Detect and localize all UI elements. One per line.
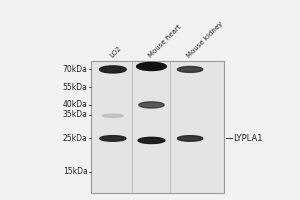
Text: LO2: LO2 bbox=[109, 45, 122, 59]
Ellipse shape bbox=[178, 136, 203, 141]
Text: 25kDa: 25kDa bbox=[63, 134, 88, 143]
Text: 55kDa: 55kDa bbox=[63, 83, 88, 92]
Text: LYPLA1: LYPLA1 bbox=[233, 134, 263, 143]
Ellipse shape bbox=[136, 62, 166, 71]
Ellipse shape bbox=[102, 114, 123, 117]
Text: 35kDa: 35kDa bbox=[63, 110, 88, 119]
Text: 15kDa: 15kDa bbox=[63, 167, 88, 176]
Ellipse shape bbox=[178, 66, 203, 72]
Text: 40kDa: 40kDa bbox=[63, 100, 88, 109]
Text: 70kDa: 70kDa bbox=[63, 65, 88, 74]
Ellipse shape bbox=[138, 137, 165, 144]
Text: Mouse kidney: Mouse kidney bbox=[186, 20, 224, 59]
Ellipse shape bbox=[139, 102, 164, 108]
Text: Mouse heart: Mouse heart bbox=[147, 24, 182, 59]
Ellipse shape bbox=[100, 136, 126, 141]
Ellipse shape bbox=[100, 66, 126, 73]
Bar bbox=[91, 61, 224, 193]
